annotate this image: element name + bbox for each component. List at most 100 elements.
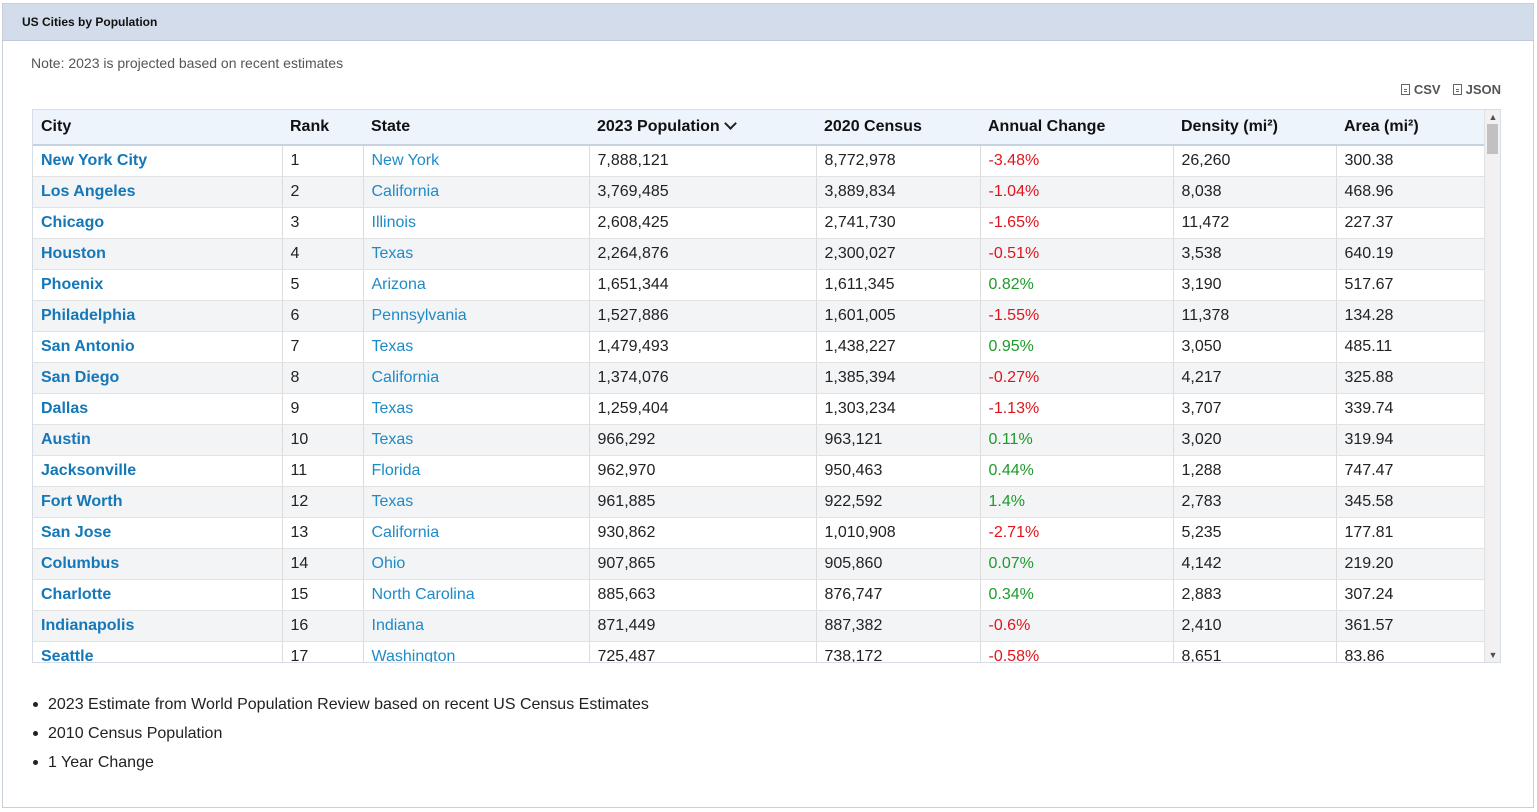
city-cell[interactable]: Austin [33, 424, 283, 456]
city-link[interactable]: Phoenix [41, 276, 104, 293]
city-cell[interactable]: Chicago [33, 207, 283, 239]
census-2020-cell: 8,772,978 [816, 145, 981, 177]
column-header-state[interactable]: State [363, 110, 589, 146]
state-link[interactable]: Ohio [371, 555, 406, 572]
state-cell[interactable]: New York [363, 145, 590, 177]
column-header-annual-change[interactable]: Annual Change [980, 110, 1173, 146]
city-cell[interactable]: Charlotte [33, 579, 283, 611]
state-link[interactable]: Pennsylvania [371, 307, 467, 324]
city-cell[interactable]: Jacksonville [33, 455, 283, 487]
city-link[interactable]: Fort Worth [41, 493, 123, 510]
state-link[interactable]: California [371, 369, 440, 386]
state-cell[interactable]: Illinois [363, 207, 590, 239]
scroll-up-icon[interactable]: ▲ [1488, 112, 1498, 122]
state-link[interactable]: Arizona [371, 276, 426, 293]
city-link[interactable]: San Antonio [41, 338, 135, 355]
table-row: San Jose 13 California 930,862 1,010,908 -2.7… [33, 517, 1486, 549]
city-cell[interactable]: Phoenix [33, 269, 283, 301]
state-link[interactable]: North Carolina [371, 586, 475, 603]
city-link[interactable]: Los Angeles [41, 183, 136, 200]
city-cell[interactable]: Seattle [33, 641, 283, 663]
scroll-down-icon[interactable]: ▼ [1488, 650, 1498, 660]
population-2023-cell: 962,970 [589, 455, 817, 487]
state-cell[interactable]: Texas [363, 486, 590, 518]
column-header-2023-population[interactable]: 2023 Population [589, 110, 816, 146]
table-header-row: City Rank State 2023 Population 2020 Cen… [33, 110, 1486, 146]
city-link[interactable]: Houston [41, 245, 106, 262]
density-cell: 26,260 [1173, 145, 1337, 177]
city-cell[interactable]: Houston [33, 238, 283, 270]
state-cell[interactable]: California [363, 176, 590, 208]
city-link[interactable]: Indianapolis [41, 617, 135, 634]
column-header-rank[interactable]: Rank [282, 110, 363, 146]
state-link[interactable]: Texas [371, 338, 414, 355]
census-2020-cell: 1,010,908 [816, 517, 981, 549]
column-header-area[interactable]: Area (mi²) [1336, 110, 1486, 146]
city-cell[interactable]: San Jose [33, 517, 283, 549]
area-cell: 361.57 [1336, 610, 1486, 642]
state-cell[interactable]: Pennsylvania [363, 300, 590, 332]
state-cell[interactable]: Ohio [363, 548, 590, 580]
area-cell: 485.11 [1336, 331, 1486, 363]
rank-cell: 8 [282, 362, 364, 394]
json-download-link[interactable]: JSON [1452, 82, 1501, 97]
state-cell[interactable]: Arizona [363, 269, 590, 301]
city-link[interactable]: Jacksonville [41, 462, 137, 479]
state-link[interactable]: Washington [371, 648, 456, 663]
city-cell[interactable]: Fort Worth [33, 486, 283, 518]
column-header-density[interactable]: Density (mi²) [1173, 110, 1336, 146]
city-link[interactable]: New York City [41, 152, 148, 169]
density-cell: 3,538 [1173, 238, 1337, 270]
city-link[interactable]: San Jose [41, 524, 112, 541]
state-cell[interactable]: Texas [363, 238, 590, 270]
city-link[interactable]: Dallas [41, 400, 89, 417]
city-link[interactable]: Seattle [41, 648, 94, 663]
state-cell[interactable]: Indiana [363, 610, 590, 642]
state-link[interactable]: Illinois [371, 214, 416, 231]
city-cell[interactable]: Indianapolis [33, 610, 283, 642]
state-cell[interactable]: Texas [363, 331, 590, 363]
state-link[interactable]: California [371, 183, 440, 200]
state-link[interactable]: Indiana [371, 617, 425, 634]
state-cell[interactable]: Washington [363, 641, 590, 663]
city-cell[interactable]: Philadelphia [33, 300, 283, 332]
city-link[interactable]: San Diego [41, 369, 120, 386]
state-link[interactable]: Texas [371, 400, 414, 417]
city-cell[interactable]: New York City [33, 145, 283, 177]
state-cell[interactable]: Florida [363, 455, 590, 487]
state-link[interactable]: New York [371, 152, 440, 169]
census-2020-cell: 1,601,005 [816, 300, 981, 332]
state-cell[interactable]: California [363, 362, 590, 394]
column-header-city[interactable]: City [33, 110, 282, 146]
state-cell[interactable]: Texas [363, 393, 590, 425]
city-cell[interactable]: Dallas [33, 393, 283, 425]
density-cell: 3,190 [1173, 269, 1337, 301]
rank-cell: 16 [282, 610, 364, 642]
csv-download-link[interactable]: CSV [1400, 82, 1441, 97]
state-cell[interactable]: Texas [363, 424, 590, 456]
city-cell[interactable]: Columbus [33, 548, 283, 580]
state-link[interactable]: Texas [371, 431, 414, 448]
city-cell[interactable]: San Antonio [33, 331, 283, 363]
area-cell: 300.38 [1336, 145, 1486, 177]
city-cell[interactable]: San Diego [33, 362, 283, 394]
population-2023-cell: 2,608,425 [589, 207, 817, 239]
state-link[interactable]: Florida [371, 462, 421, 479]
state-link[interactable]: Texas [371, 245, 414, 262]
scroll-thumb[interactable] [1487, 124, 1498, 154]
state-cell[interactable]: North Carolina [363, 579, 590, 611]
column-header-2020-census[interactable]: 2020 Census [816, 110, 980, 146]
state-link[interactable]: California [371, 524, 440, 541]
rank-cell: 4 [282, 238, 364, 270]
city-link[interactable]: Columbus [41, 555, 120, 572]
vertical-scrollbar[interactable]: ▲ ▼ [1484, 110, 1500, 662]
city-link[interactable]: Chicago [41, 214, 105, 231]
city-link[interactable]: Austin [41, 431, 91, 448]
city-link[interactable]: Charlotte [41, 586, 112, 603]
state-link[interactable]: Texas [371, 493, 414, 510]
city-cell[interactable]: Los Angeles [33, 176, 283, 208]
state-cell[interactable]: California [363, 517, 590, 549]
density-cell: 3,020 [1173, 424, 1337, 456]
population-2023-cell: 1,527,886 [589, 300, 817, 332]
city-link[interactable]: Philadelphia [41, 307, 136, 324]
